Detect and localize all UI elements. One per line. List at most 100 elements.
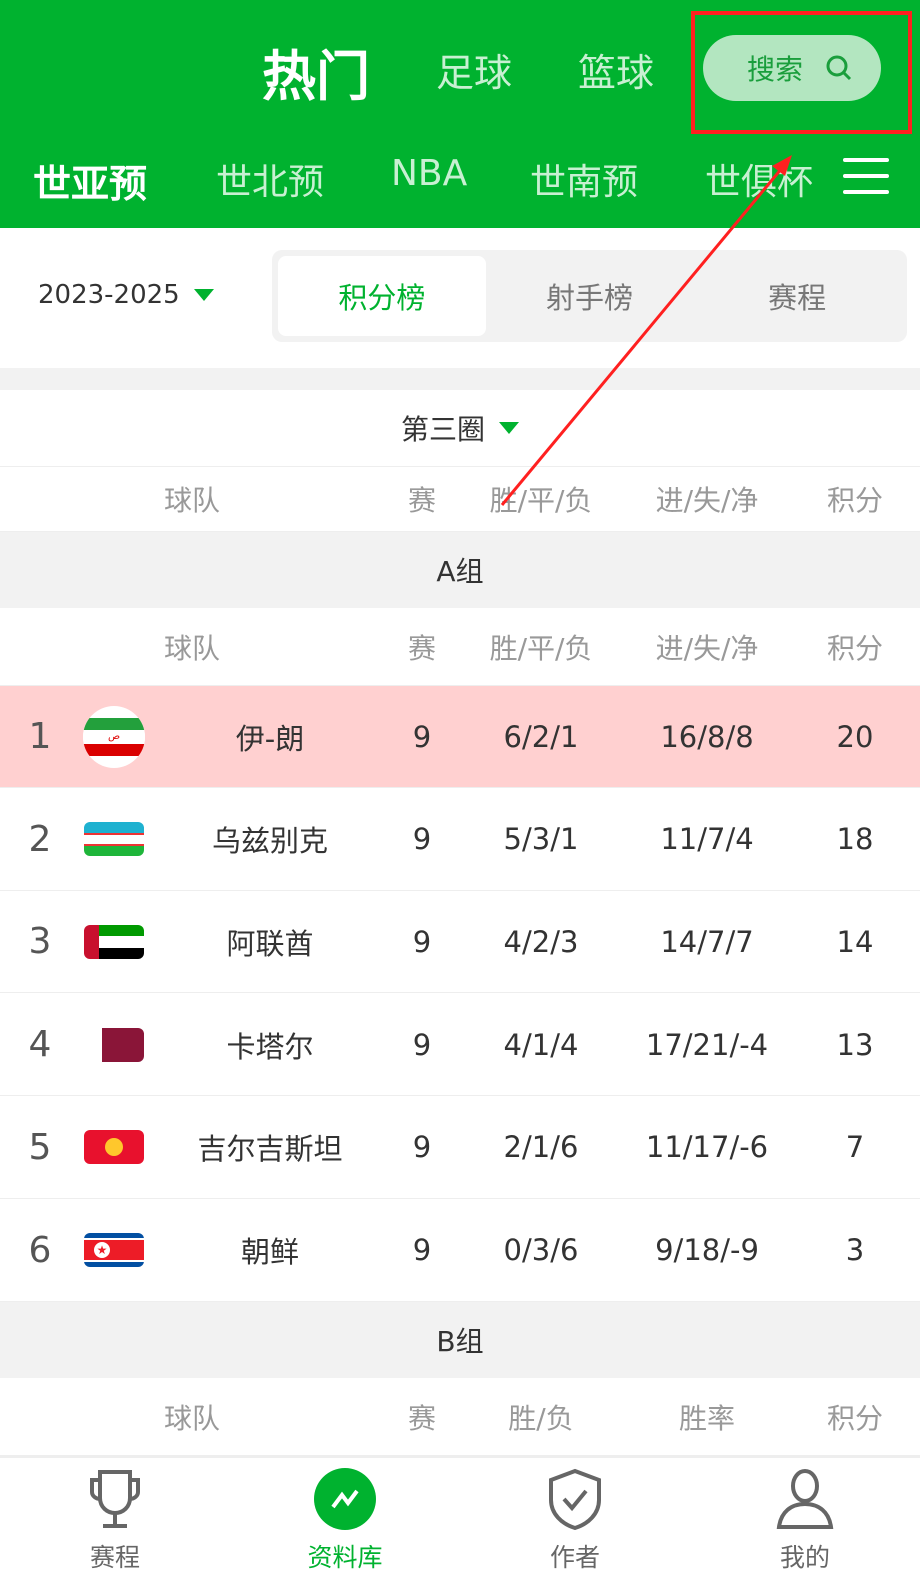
col-played: 赛 [407, 631, 437, 665]
team-wdl: 6/2/1 [503, 719, 579, 754]
team-played: 9 [412, 822, 432, 857]
team-goals: 9/18/-9 [655, 1233, 759, 1267]
search-label: 搜索 [747, 53, 804, 86]
table-row[interactable]: 4 卡塔尔 9 4/1/4 17/21/-4 13 [0, 994, 920, 1097]
col-team: 球队 [163, 1401, 221, 1435]
round-label: 第三圈 [400, 413, 485, 446]
col-goals: 进/失/净 [655, 631, 759, 665]
dropdown-arrow-icon [193, 289, 214, 301]
team-name: 吉尔吉斯坦 [197, 1132, 343, 1167]
team-goals: 17/21/-4 [645, 1027, 769, 1062]
col-points: 积分 [826, 1401, 884, 1435]
col-points: 积分 [826, 484, 884, 517]
tab-hot[interactable]: 热门 [262, 45, 370, 108]
iran-flag: ص [83, 686, 145, 787]
league-tab-asia-qualifiers[interactable]: 世亚预 [33, 162, 148, 206]
nav-database[interactable]: 资料库 [275, 1458, 415, 1586]
team-points: 13 [836, 1027, 874, 1062]
league-tab-concacaf-qualifiers[interactable]: 世北预 [216, 162, 325, 203]
team-points: 7 [845, 1130, 865, 1165]
team-played: 9 [412, 1233, 432, 1267]
col-team: 球队 [163, 484, 221, 517]
nav-label: 作者 [549, 1543, 600, 1572]
col-wdl: 胜/平/负 [489, 631, 593, 665]
team-goals: 14/7/7 [660, 924, 754, 959]
col-win-rate: 胜率 [678, 1401, 736, 1435]
league-tab-nba[interactable]: NBA [391, 153, 468, 194]
team-points: 20 [836, 719, 874, 754]
league-tab-club-world-cup[interactable]: 世俱杯 [705, 162, 813, 203]
team-goals: 16/8/8 [660, 719, 754, 754]
team-rank: 1 [28, 716, 52, 757]
top-header: 热门 足球 篮球 搜索 世亚预 世北预 NBA 世南预 世俱杯 [0, 0, 920, 228]
divider [0, 368, 920, 390]
team-name: 乌兹别克 [211, 824, 329, 859]
team-goals: 11/17/-6 [645, 1130, 769, 1165]
nav-label: 资料库 [307, 1543, 383, 1572]
col-played: 赛 [407, 484, 437, 517]
team-rank: 4 [28, 1024, 52, 1066]
table-row[interactable]: 2 乌兹别克 9 5/3/1 11/7/4 18 [0, 789, 920, 891]
table-header: 球队 赛 胜/负 胜率 积分 [0, 1378, 920, 1456]
season-dropdown[interactable]: 2023-2025 [38, 280, 214, 310]
user-icon [776, 1469, 834, 1529]
chart-icon [314, 1468, 376, 1530]
segment-scorers[interactable]: 射手榜 [546, 281, 634, 315]
group-header: A组 [0, 532, 920, 608]
table-row[interactable]: 5 吉尔吉斯坦 9 2/1/6 11/17/-6 7 [0, 1097, 920, 1199]
north-korea-flag: ★ [84, 1200, 144, 1301]
nav-label: 我的 [779, 1543, 830, 1572]
uae-flag [84, 891, 144, 992]
team-played: 9 [412, 1027, 432, 1062]
segment-schedule[interactable]: 赛程 [768, 281, 827, 315]
round-dropdown[interactable]: 第三圈 [0, 390, 920, 467]
uzbekistan-flag [84, 789, 144, 890]
kyrgyzstan-flag [84, 1097, 144, 1198]
team-rank: 6 [28, 1229, 52, 1271]
table-row[interactable]: 6 ★ 朝鲜 9 0/3/6 9/18/-9 3 [0, 1200, 920, 1302]
search-button[interactable]: 搜索 [703, 35, 881, 101]
tab-basketball[interactable]: 篮球 [578, 51, 655, 95]
group-header: B组 [0, 1302, 920, 1378]
col-wl: 胜/负 [508, 1401, 574, 1435]
col-goals: 进/失/净 [655, 484, 759, 517]
team-name: 朝鲜 [240, 1235, 300, 1269]
nav-author[interactable]: 作者 [505, 1458, 645, 1586]
team-played: 9 [412, 719, 432, 754]
segment-standings[interactable]: 积分榜 [278, 256, 486, 336]
menu-icon[interactable] [843, 158, 889, 194]
team-goals: 11/7/4 [660, 822, 754, 857]
trophy-icon [90, 1470, 140, 1528]
bottom-nav: 赛程 资料库 作者 我的 [0, 1456, 920, 1584]
team-played: 9 [412, 1130, 432, 1165]
col-team: 球队 [163, 631, 221, 665]
team-rank: 2 [28, 818, 52, 860]
qatar-flag [84, 994, 144, 1095]
table-row[interactable]: 1 ص 伊-朗 9 6/2/1 16/8/8 20 [0, 686, 920, 788]
dropdown-arrow-icon [499, 422, 519, 434]
team-wdl: 0/3/6 [503, 1233, 579, 1267]
tab-football[interactable]: 足球 [436, 51, 513, 95]
team-wdl: 4/2/3 [503, 924, 579, 959]
league-tab-conmebol-qualifiers[interactable]: 世南预 [530, 162, 639, 203]
team-points: 18 [836, 822, 874, 857]
nav-label: 赛程 [89, 1543, 140, 1572]
col-played: 赛 [407, 1401, 437, 1435]
col-points: 积分 [826, 631, 884, 665]
team-played: 9 [412, 924, 432, 959]
table-header: 球队 赛 胜/平/负 进/失/净 积分 [0, 608, 920, 686]
team-points: 14 [836, 924, 874, 959]
season-value: 2023-2025 [38, 280, 180, 310]
nav-mine[interactable]: 我的 [735, 1458, 875, 1586]
team-wdl: 5/3/1 [503, 822, 579, 857]
team-name: 伊-朗 [235, 721, 305, 756]
table-header: 球队 赛 胜/平/负 进/失/净 积分 [0, 467, 920, 532]
table-row[interactable]: 3 阿联酋 9 4/2/3 14/7/7 14 [0, 891, 920, 994]
team-name: 卡塔尔 [226, 1029, 314, 1064]
team-points: 3 [845, 1233, 865, 1267]
shield-check-icon [549, 1468, 601, 1530]
team-rank: 3 [28, 921, 52, 963]
nav-schedule[interactable]: 赛程 [45, 1458, 185, 1586]
team-name: 阿联酋 [226, 926, 314, 961]
filter-bar: 2023-2025 积分榜 射手榜 赛程 [0, 228, 920, 368]
